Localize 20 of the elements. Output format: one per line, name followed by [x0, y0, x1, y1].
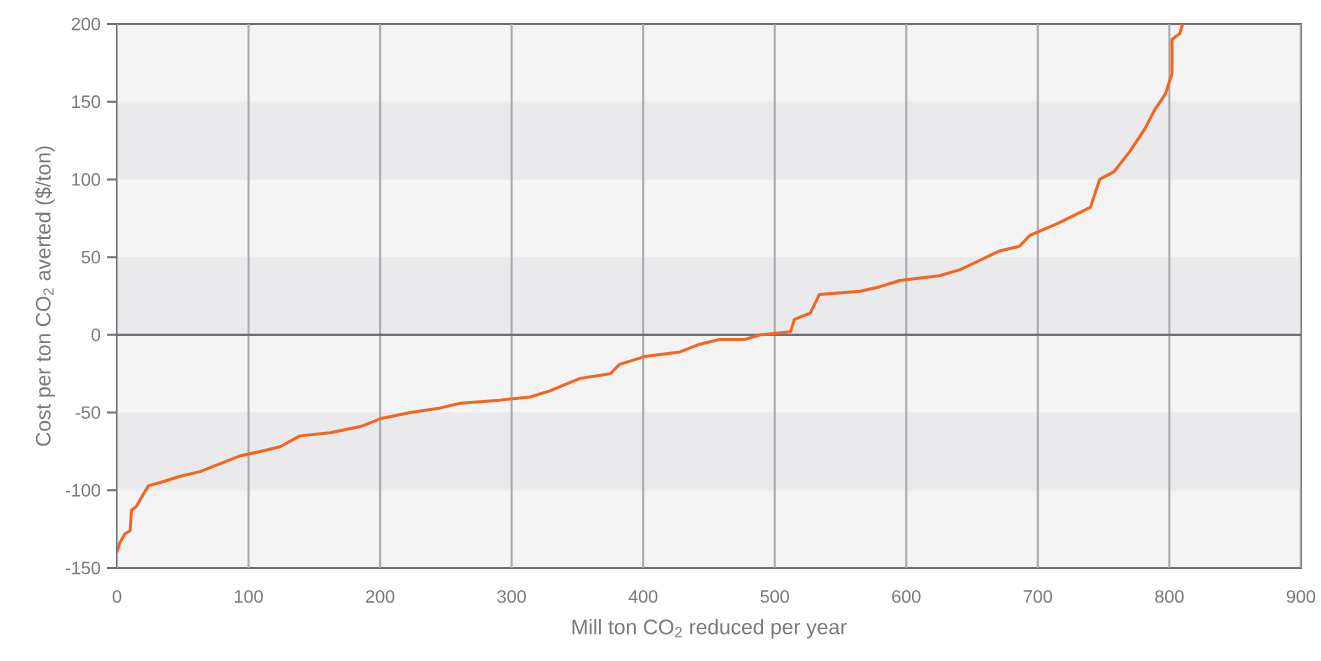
x-tick-label: 400	[628, 590, 658, 603]
y-tick-label: -50	[75, 406, 101, 419]
y-tick-label: 200	[71, 17, 101, 31]
x-tick-label: 300	[497, 590, 526, 603]
y-tick-label: 100	[72, 173, 101, 186]
x-tick-label: 100	[234, 590, 263, 603]
x-tick-label: 500	[760, 590, 789, 603]
x-tick-label: 900	[1286, 590, 1316, 603]
x-tick-label: 800	[1155, 590, 1184, 603]
x-axis-title: Mill ton CO$_{2}$ reduced per year	[572, 619, 847, 639]
x-tick-label: 0	[112, 590, 122, 603]
y-tick-label: -100	[65, 483, 101, 497]
y-tick-label: 0	[91, 328, 101, 342]
y-axis-title: Cost per ton CO$_{2}$ averted ($/ton)	[34, 146, 55, 446]
x-tick-label: 700	[1023, 590, 1053, 603]
x-tick-label: 200	[366, 590, 395, 603]
y-tick-label: 150	[72, 95, 101, 109]
y-tick-label: -150	[65, 561, 101, 575]
x-tick-label: 600	[892, 590, 921, 603]
y-tick-label: 50	[81, 250, 101, 264]
